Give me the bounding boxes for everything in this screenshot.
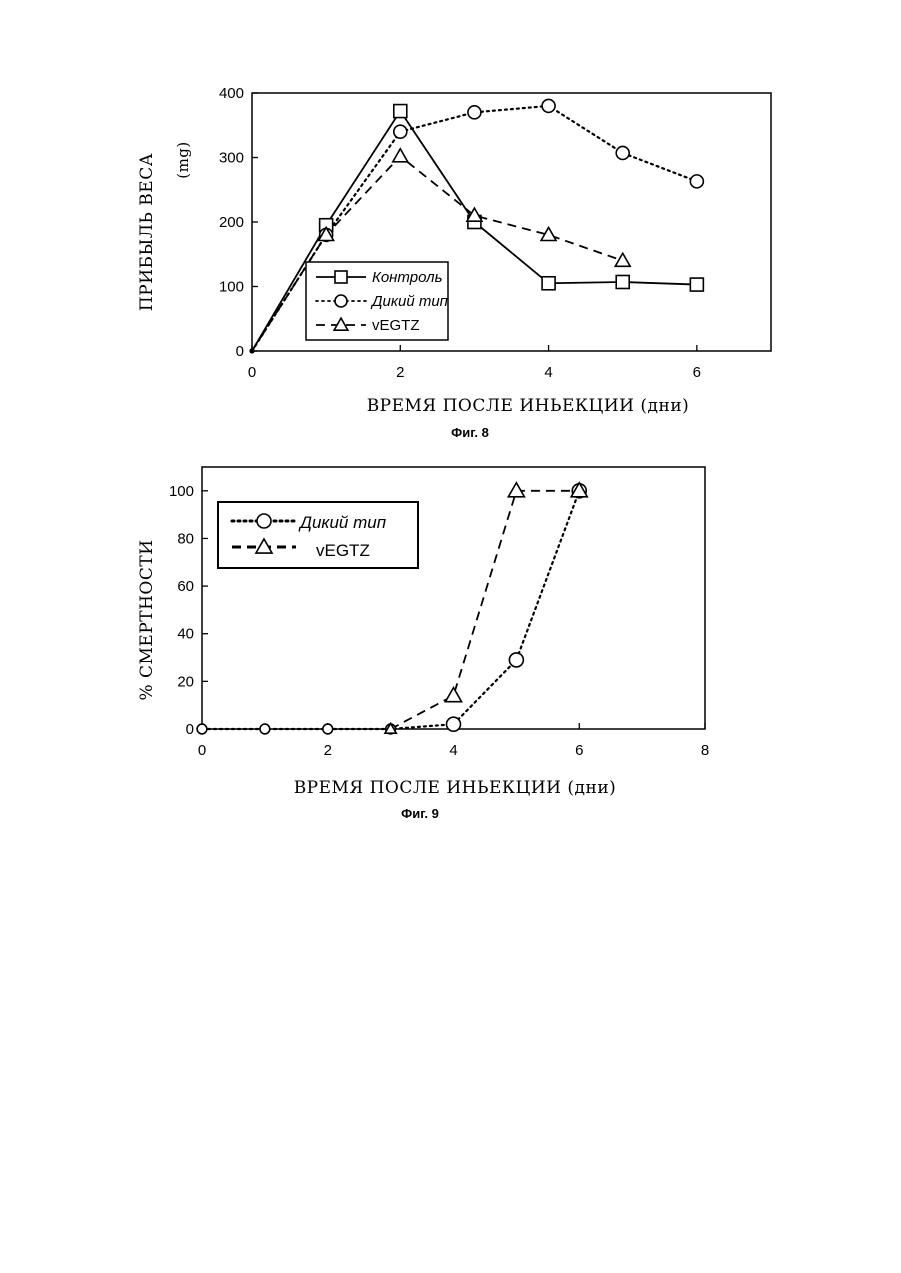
chart1-caption: Фиг. 8 [451,425,489,440]
chart1-series-1-point [690,175,703,188]
chart2-ytick-label: 40 [177,626,194,643]
chart1-legend-label-wild: Дикий тип [370,293,448,310]
chart1-series-0-point [394,105,407,118]
chart1-series-2-point [615,253,630,266]
chart2-xtick-label: 4 [449,742,457,759]
chart1-legend-label-vegtz: vEGTZ [372,317,420,334]
chart1-xtick-label: 6 [693,364,701,381]
chart2-y-label: % СМЕРТНОСТИ [137,539,157,700]
chart2-series-0-point [509,653,523,667]
chart2-series-0-point [447,717,461,731]
chart2-series-1-point [508,483,524,497]
chart1-ytick-label: 400 [219,85,244,102]
chart2-legend-marker-0 [257,514,271,528]
chart-mortality: 0 20 40 60 80 100 0 2 4 6 8 % СМЕРТНОСТИ ВРЕМЯ ПОС… [137,467,709,821]
chart-weight-gain: 0 100 200 300 400 0 2 4 6 ПРИБЫЛЬ ВЕСА (mg) ВРЕМ… [137,85,771,440]
chart2-ytick-label: 20 [177,673,194,690]
chart2-xtick-label: 6 [575,742,583,759]
chart1-legend-marker-1 [335,295,347,307]
chart1-series-1-point [468,106,481,119]
chart2-ytick-label: 80 [177,530,194,547]
chart1-ytick-label: 100 [219,279,244,296]
chart1-ytick-label: 0 [236,343,244,360]
chart1-ytick-label: 200 [219,214,244,231]
chart1-series-1-point [542,99,555,112]
chart2-x-label: ВРЕМЯ ПОСЛЕ ИНЬЕКЦИИ (дни) [294,778,617,798]
chart1-xtick-label: 2 [396,364,404,381]
chart2-caption: Фиг. 9 [401,806,439,821]
chart2-legend: Дикий тип vEGTZ [218,502,418,568]
chart2-series-0-point [323,724,333,734]
chart2-ytick-label: 60 [177,578,194,595]
chart2-xtick-label: 0 [198,742,206,759]
chart2-series-1-point [445,688,461,702]
chart2-series-0-point [197,724,207,734]
chart1-ytick-label: 300 [219,150,244,167]
chart1-series-0-point [690,278,703,291]
chart1-ticks: 0 100 200 300 400 0 2 4 6 [219,85,701,381]
chart2-ytick-label: 100 [169,483,194,500]
chart1-y-label: ПРИБЫЛЬ ВЕСА [137,153,157,311]
chart1-xtick-label: 0 [248,364,256,381]
chart2-xtick-label: 2 [324,742,332,759]
chart2-legend-label-vegtz: vEGTZ [316,541,370,560]
chart1-y-unit: (mg) [174,141,192,179]
chart1-series-1-point [616,146,629,159]
chart2-ytick-label: 0 [186,721,194,738]
chart1-series-0-point [616,275,629,288]
chart2-legend-label-wild: Дикий тип [298,513,387,532]
chart1-x-label: ВРЕМЯ ПОСЛЕ ИНЬЕКЦИИ (дни) [367,396,690,416]
chart1-legend-label-control: Контроль [372,269,443,286]
chart1-series-2-point [250,349,255,354]
chart1-legend-marker-0 [335,271,347,283]
chart1-series-1-point [394,125,407,138]
chart1-xtick-label: 4 [544,364,552,381]
chart1-legend: Контроль Дикий тип vEGTZ [306,262,448,340]
chart2-xtick-label: 8 [701,742,709,759]
chart1-series-0-point [542,277,555,290]
chart2-series-0-point [260,724,270,734]
chart1-series-2-point [393,149,408,162]
